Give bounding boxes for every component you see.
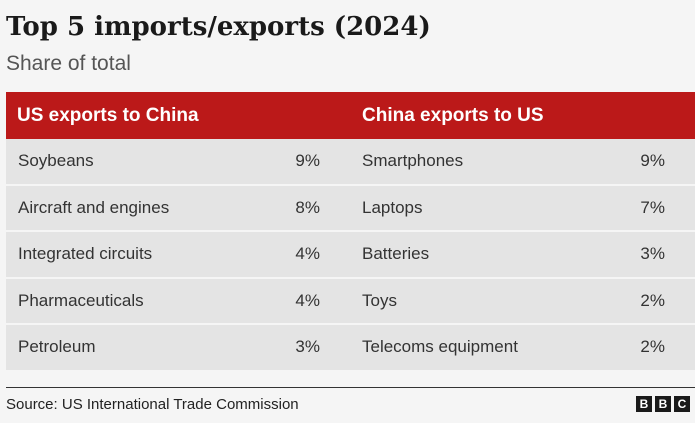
china-export-share: 2% <box>640 290 665 310</box>
column-header-china-exports: China exports to US <box>362 105 544 126</box>
us-export-share: 3% <box>295 337 320 357</box>
china-export-cell: Laptops 7% <box>351 186 695 231</box>
china-export-share: 3% <box>640 244 665 264</box>
china-export-cell: Toys 2% <box>351 279 695 324</box>
china-export-cell: Telecoms equipment 2% <box>351 325 695 370</box>
us-export-share: 4% <box>295 290 320 310</box>
table-body: Soybeans 9% Smartphones 9% Aircraft and … <box>6 139 695 370</box>
china-export-item: Toys <box>362 290 397 310</box>
table-row: Aircraft and engines 8% Laptops 7% <box>6 185 695 231</box>
logo-letter: B <box>655 396 671 412</box>
us-export-cell: Pharmaceuticals 4% <box>6 279 351 324</box>
table-header: US exports to China China exports to US <box>6 92 695 139</box>
china-export-item: Batteries <box>362 244 430 264</box>
us-export-item: Petroleum <box>18 337 96 357</box>
us-export-cell: Integrated circuits 4% <box>6 232 351 277</box>
chart-subtitle: Share of total <box>6 52 131 75</box>
trade-table: US exports to China China exports to US … <box>6 92 695 370</box>
chart-title: Top 5 imports/exports (2024) <box>6 12 431 42</box>
table-row: Pharmaceuticals 4% Toys 2% <box>6 278 695 324</box>
us-export-item: Aircraft and engines <box>18 197 170 217</box>
source-note: Source: US International Trade Commissio… <box>6 396 299 413</box>
logo-letter: B <box>636 396 652 412</box>
column-header-us-exports: US exports to China <box>17 105 199 126</box>
us-export-share: 8% <box>295 197 320 217</box>
us-export-item: Soybeans <box>18 151 94 171</box>
us-export-cell: Petroleum 3% <box>6 325 351 370</box>
china-export-share: 9% <box>640 151 665 171</box>
china-export-item: Laptops <box>362 197 423 217</box>
china-export-share: 2% <box>640 337 665 357</box>
table-row: Soybeans 9% Smartphones 9% <box>6 139 695 184</box>
china-export-cell: Batteries 3% <box>351 232 695 277</box>
china-export-share: 7% <box>640 197 665 217</box>
footer-divider <box>6 387 695 388</box>
china-export-item: Smartphones <box>362 151 464 171</box>
us-export-cell: Aircraft and engines 8% <box>6 186 351 231</box>
china-export-cell: Smartphones 9% <box>351 139 695 184</box>
us-export-item: Integrated circuits <box>18 244 153 264</box>
table-row: Petroleum 3% Telecoms equipment 2% <box>6 325 695 370</box>
us-export-cell: Soybeans 9% <box>6 139 351 184</box>
us-export-item: Pharmaceuticals <box>18 290 144 310</box>
us-export-share: 9% <box>295 151 320 171</box>
bbc-logo: B B C <box>636 396 690 412</box>
logo-letter: C <box>674 396 690 412</box>
china-export-item: Telecoms equipment <box>362 337 518 357</box>
table-row: Integrated circuits 4% Batteries 3% <box>6 232 695 277</box>
us-export-share: 4% <box>295 244 320 264</box>
